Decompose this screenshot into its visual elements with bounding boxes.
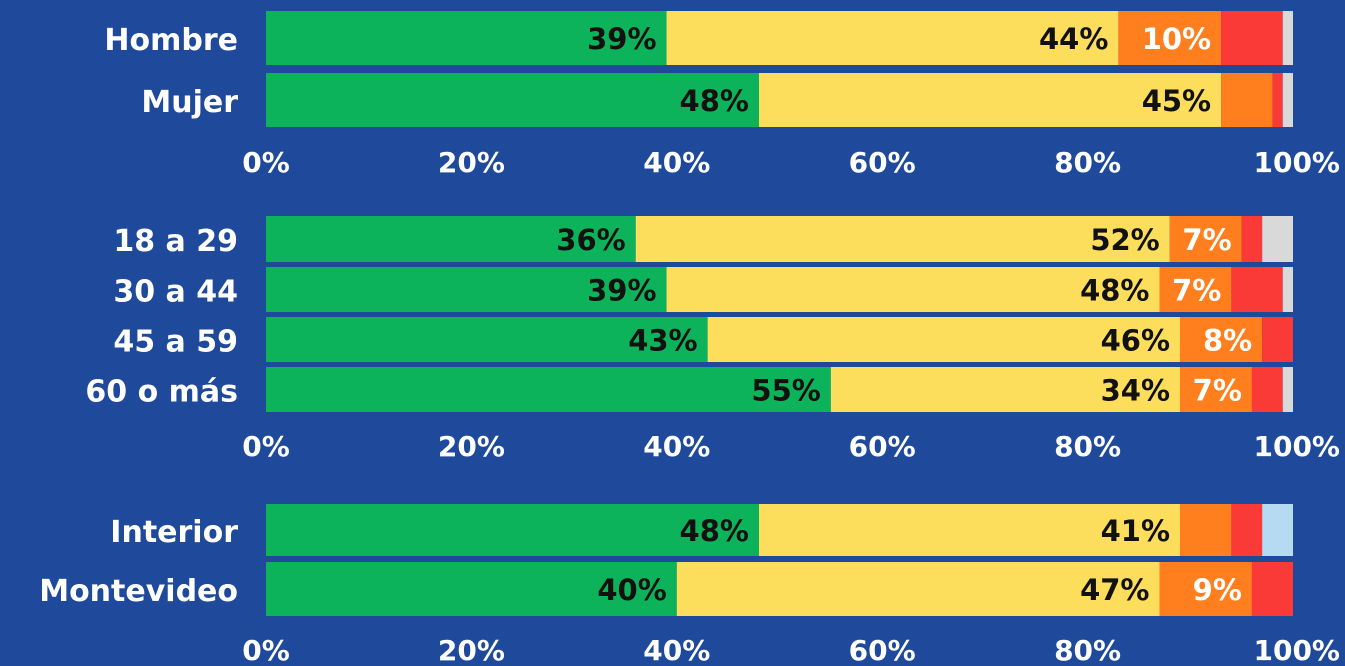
bar-segment-yellow bbox=[666, 267, 1160, 312]
bar-segment-red bbox=[1221, 11, 1283, 65]
chart-1: Hombre 39% 44% 10% Mujer 48% 45% 0% 20% 40% 60% 80%… bbox=[104, 11, 1340, 179]
chart-3: Interior 48% 41% Montevideo 40% 47% 9% 0% 20% 40%… bbox=[39, 504, 1340, 666]
bar-segment-red bbox=[1272, 73, 1283, 127]
bar-segment-green bbox=[266, 504, 759, 556]
bar-segment-yellow bbox=[758, 73, 1222, 127]
bar-segment-yellow bbox=[666, 11, 1119, 65]
bar-segment-green bbox=[266, 11, 667, 65]
bar-segment-green bbox=[266, 367, 831, 412]
bar-segment-orange bbox=[1169, 216, 1242, 262]
data-label: 48% bbox=[680, 84, 749, 118]
chart-2: 18 a 29 36% 52% 7% 30 a 44 39% 48% 7% 45 a 59 43%… bbox=[85, 216, 1340, 463]
category-label: Montevideo bbox=[39, 574, 238, 609]
data-label: 43% bbox=[628, 324, 697, 358]
bar-segment-orange bbox=[1180, 317, 1263, 362]
bar-segment-gray bbox=[1282, 11, 1293, 65]
x-tick-label: 20% bbox=[438, 634, 505, 666]
data-label: 46% bbox=[1101, 324, 1170, 358]
bar-segment-yellow bbox=[707, 317, 1181, 362]
bar-segment-yellow bbox=[830, 367, 1181, 412]
x-tick-label: 0% bbox=[242, 634, 290, 666]
data-label: 44% bbox=[1039, 22, 1108, 56]
category-label: Interior bbox=[110, 515, 238, 550]
data-label: 48% bbox=[680, 514, 749, 548]
bar-segment-green bbox=[266, 562, 677, 616]
bar-segment-green bbox=[266, 267, 667, 312]
data-label: 10% bbox=[1142, 22, 1211, 56]
bar-segment-green bbox=[266, 317, 708, 362]
bar-segment-yellow bbox=[758, 504, 1181, 556]
data-label: 7% bbox=[1193, 374, 1242, 408]
x-tick-label: 80% bbox=[1054, 634, 1121, 666]
category-label: 45 a 59 bbox=[113, 325, 238, 360]
bar-segment-red bbox=[1251, 367, 1283, 412]
category-label: Mujer bbox=[141, 85, 238, 120]
x-tick-label: 40% bbox=[643, 146, 710, 179]
bar-segment-yellow bbox=[676, 562, 1160, 616]
x-tick-label: 100% bbox=[1253, 146, 1340, 179]
x-tick-label: 80% bbox=[1054, 146, 1121, 179]
bar-segment-red bbox=[1231, 504, 1263, 556]
data-label: 55% bbox=[751, 374, 820, 408]
bar-segment-gray bbox=[1282, 73, 1293, 127]
bar-segment-orange bbox=[1159, 562, 1252, 616]
data-label: 48% bbox=[1080, 274, 1149, 308]
x-tick-label: 20% bbox=[438, 430, 505, 463]
x-tick-label: 100% bbox=[1253, 634, 1340, 666]
data-label: 41% bbox=[1101, 514, 1170, 548]
data-label: 39% bbox=[587, 274, 656, 308]
data-label: 45% bbox=[1142, 84, 1211, 118]
data-label: 8% bbox=[1203, 324, 1252, 358]
bar-segment-red bbox=[1251, 562, 1293, 616]
data-label: 52% bbox=[1090, 223, 1159, 257]
x-tick-label: 0% bbox=[242, 430, 290, 463]
bar-segment-red bbox=[1231, 267, 1283, 312]
x-tick-label: 60% bbox=[849, 146, 916, 179]
data-label: 9% bbox=[1193, 573, 1242, 607]
category-label: 30 a 44 bbox=[113, 275, 238, 310]
data-label: 36% bbox=[556, 223, 625, 257]
x-tick-label: 40% bbox=[643, 430, 710, 463]
bar-segment-gray bbox=[1282, 267, 1293, 312]
bar-segment-green bbox=[266, 73, 759, 127]
bar-segment-orange bbox=[1118, 11, 1222, 65]
x-tick-label: 40% bbox=[643, 634, 710, 666]
bar-segment-red bbox=[1241, 216, 1263, 262]
bar-segment-gray bbox=[1282, 367, 1293, 412]
bar-segment-orange bbox=[1159, 267, 1232, 312]
bar-segment-green bbox=[266, 216, 636, 262]
data-label: 40% bbox=[597, 573, 666, 607]
category-label: Hombre bbox=[104, 23, 238, 58]
category-label: 60 o más bbox=[85, 375, 238, 410]
data-label: 47% bbox=[1080, 573, 1149, 607]
x-tick-label: 80% bbox=[1054, 430, 1121, 463]
data-label: 7% bbox=[1182, 223, 1231, 257]
bar-segment-orange bbox=[1180, 504, 1232, 556]
x-tick-label: 20% bbox=[438, 146, 505, 179]
x-tick-label: 100% bbox=[1253, 430, 1340, 463]
bar-segment-gray bbox=[1262, 216, 1293, 262]
bar-segment-red bbox=[1262, 317, 1293, 362]
bar-segment-orange bbox=[1180, 367, 1252, 412]
x-tick-label: 60% bbox=[849, 430, 916, 463]
bar-segment-orange bbox=[1221, 73, 1273, 127]
data-label: 39% bbox=[587, 22, 656, 56]
data-label: 7% bbox=[1172, 274, 1221, 308]
x-tick-label: 60% bbox=[849, 634, 916, 666]
charts-group: Hombre 39% 44% 10% Mujer 48% 45% 0% 20% 40% 60% 80%… bbox=[39, 11, 1340, 666]
bar-segment-light_blue bbox=[1262, 504, 1293, 556]
x-tick-label: 0% bbox=[242, 146, 290, 179]
category-label: 18 a 29 bbox=[113, 224, 238, 259]
data-label: 34% bbox=[1101, 374, 1170, 408]
bar-segment-yellow bbox=[635, 216, 1170, 262]
